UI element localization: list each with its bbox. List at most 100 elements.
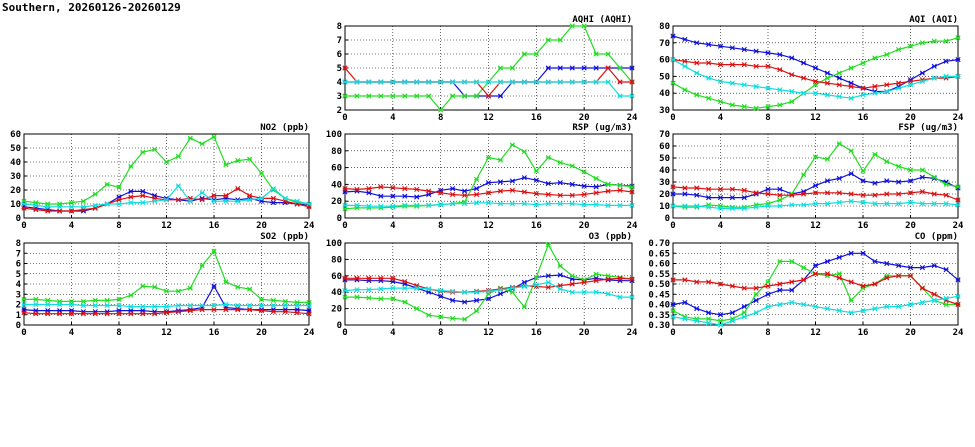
data-point-green: [235, 284, 241, 290]
data-point-cyan: [872, 306, 878, 312]
data-point-green: [426, 312, 432, 318]
data-point-green: [366, 295, 372, 301]
data-point-red: [872, 192, 878, 198]
data-point-green: [955, 35, 961, 41]
y-tick-label: 0.65: [648, 249, 670, 259]
data-point-cyan: [581, 289, 587, 295]
data-point-cyan: [670, 203, 676, 209]
data-point-blue: [919, 70, 925, 76]
data-point-red: [390, 185, 396, 191]
y-tick-label: 1: [16, 311, 21, 321]
data-point-green: [706, 316, 712, 322]
data-point-blue: [824, 178, 830, 184]
data-point-red: [896, 80, 902, 86]
data-point-cyan: [509, 201, 516, 207]
data-point-green: [497, 157, 504, 163]
y-tick-label: 20: [10, 186, 21, 196]
data-point-green: [509, 65, 516, 71]
data-point-cyan: [426, 79, 432, 85]
data-point-red: [223, 307, 229, 313]
x-tick-label: 20: [905, 113, 916, 123]
y-tick-label: 40: [10, 158, 21, 168]
y-tick-label: 60: [331, 164, 342, 174]
series-line-green: [672, 37, 959, 109]
data-point-red: [907, 273, 914, 279]
data-point-cyan: [270, 302, 276, 309]
data-point-blue: [955, 57, 961, 63]
x-tick-label: 8: [765, 328, 770, 338]
data-point-red: [247, 307, 253, 313]
data-point-cyan: [282, 302, 288, 309]
data-point-green: [187, 285, 193, 291]
data-point-red: [777, 281, 783, 287]
data-point-green: [104, 297, 110, 303]
data-point-red: [128, 311, 134, 317]
data-point-green: [92, 297, 98, 303]
data-point-cyan: [848, 310, 854, 316]
data-point-green: [461, 93, 468, 99]
data-point-blue: [461, 188, 468, 194]
data-point-red: [629, 189, 635, 195]
data-point-blue: [670, 191, 676, 197]
data-point-green: [140, 283, 146, 289]
data-point-cyan: [521, 283, 527, 290]
data-point-cyan: [765, 303, 771, 310]
data-point-red: [729, 283, 735, 289]
data-point-green: [68, 200, 75, 206]
x-tick-label: 16: [531, 113, 542, 123]
data-point-red: [378, 275, 384, 281]
data-point-cyan: [729, 318, 735, 324]
data-point-cyan: [617, 294, 623, 300]
data-point-blue: [729, 195, 735, 201]
data-point-red: [270, 309, 276, 315]
page-title: Southern, 20260126-20260129: [2, 1, 181, 14]
data-point-green: [140, 149, 146, 155]
data-point-green: [777, 197, 783, 203]
data-point-red: [789, 72, 795, 78]
data-point-green: [235, 158, 241, 164]
data-point-cyan: [717, 78, 724, 85]
y-tick-label: 50: [659, 154, 670, 164]
data-point-cyan: [907, 82, 914, 88]
data-point-blue: [741, 303, 747, 310]
data-point-red: [682, 185, 688, 191]
data-point-blue: [836, 254, 842, 260]
data-point-cyan: [812, 90, 819, 96]
data-point-red: [741, 285, 747, 291]
data-point-green: [545, 37, 551, 43]
data-point-green: [152, 146, 158, 152]
data-point-green: [896, 46, 902, 53]
data-point-cyan: [497, 79, 504, 85]
data-point-cyan: [629, 294, 635, 300]
data-point-blue: [694, 306, 700, 312]
x-tick-label: 20: [579, 221, 590, 231]
data-point-red: [706, 186, 712, 192]
data-point-green: [919, 40, 925, 46]
data-point-green: [342, 294, 348, 300]
data-point-blue: [706, 310, 712, 316]
chart-panel: 0 4 8 12 16 20 24 0 10 20 30 40 50 60 NO2 (ppb): [10, 123, 315, 231]
data-point-green: [581, 169, 587, 175]
data-point-red: [836, 275, 842, 281]
data-point-red: [342, 275, 348, 281]
data-point-red: [824, 80, 830, 86]
data-point-red: [258, 308, 265, 314]
data-point-blue: [473, 186, 480, 192]
data-point-green: [943, 38, 949, 44]
data-point-blue: [955, 277, 961, 283]
data-point-green: [872, 151, 878, 157]
data-point-green: [789, 99, 795, 105]
data-point-red: [402, 186, 408, 192]
data-point-cyan: [175, 302, 181, 309]
x-tick-label: 20: [579, 328, 590, 338]
data-point-blue: [402, 193, 408, 199]
x-tick-label: 8: [438, 328, 443, 338]
data-point-cyan: [605, 202, 611, 208]
data-point-cyan: [557, 201, 563, 207]
data-point-cyan: [80, 302, 86, 309]
data-point-green: [593, 175, 599, 182]
data-point-blue: [824, 70, 830, 76]
x-tick-label: 0: [670, 221, 675, 231]
